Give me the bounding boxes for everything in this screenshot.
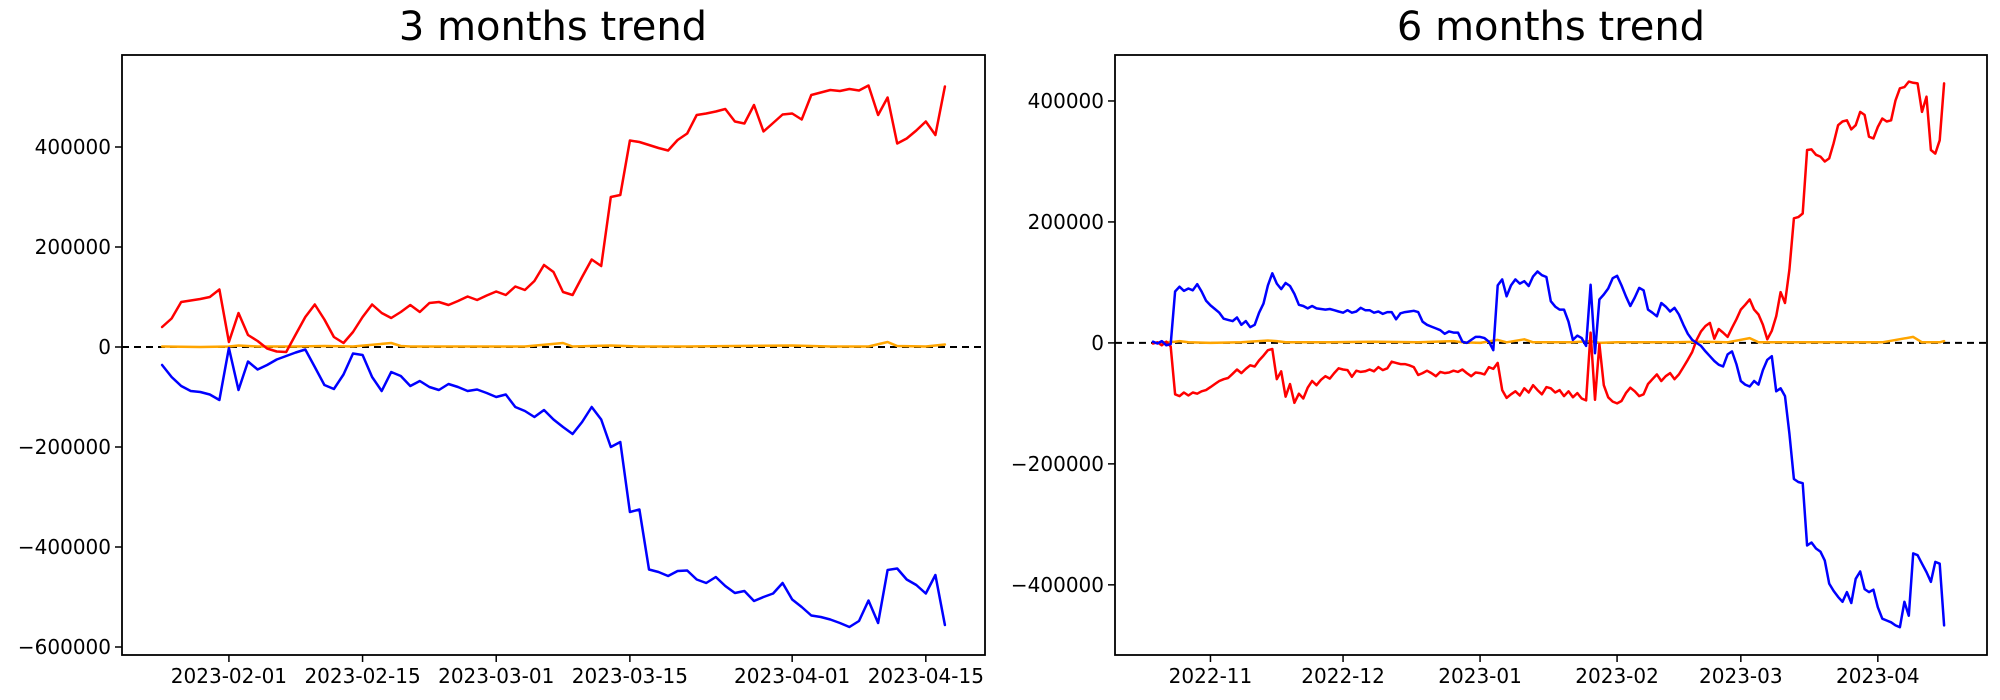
y-axis-tick-label: 0	[98, 335, 111, 359]
y-axis-tick-label: 200000	[1028, 210, 1104, 234]
x-axis-tick-label: 2022-12	[1301, 664, 1385, 688]
chart-title-3-months: 3 months trend	[399, 4, 707, 50]
plot-area-6-months: 400000 200000 0 −200000 −400000 2022-11 2022-1…	[1011, 54, 1988, 688]
plot-border	[1114, 54, 1988, 656]
x-axis-tick-label: 2023-01	[1438, 664, 1522, 688]
y-axis-tick-label: −200000	[1011, 452, 1104, 476]
short-series-line	[1151, 270, 1946, 629]
y-axis-tick-label: −600000	[18, 635, 111, 659]
x-axis-tick-label: 2023-04	[1836, 664, 1920, 688]
x-axis-tick-label: 2023-03-01	[438, 664, 554, 688]
y-axis-tick-label: −200000	[18, 435, 111, 459]
y-axis-tick-label: 0	[1091, 331, 1104, 355]
x-axis-tick-label: 2023-04-15	[868, 664, 984, 688]
neutral-series-line	[1151, 335, 1946, 345]
long-series-line	[160, 84, 947, 354]
neutral-series-line	[160, 340, 947, 349]
chart-title-6-months: 6 months trend	[1397, 4, 1705, 50]
y-axis-tick-label: 400000	[1028, 89, 1104, 113]
short-series-line	[160, 346, 947, 629]
chart-3-months-trend: 3 months trend 400000 200000 0 −200000 −4000…	[18, 4, 986, 688]
plot-area-3-months: 400000 200000 0 −200000 −400000 −600000 2023-0…	[18, 54, 986, 688]
chart-6-months-trend: 6 months trend 400000 200000 0 −200000 −4000…	[1011, 4, 1988, 688]
plot-border	[121, 54, 986, 656]
x-axis-tick-label: 2023-02-01	[171, 664, 287, 688]
x-axis-tick-label: 2023-04-01	[734, 664, 850, 688]
x-axis-tick-label: 2023-03-15	[572, 664, 688, 688]
x-axis-tick-label: 2023-03	[1699, 664, 1783, 688]
long-series-line	[1151, 80, 1946, 405]
x-axis-tick-label: 2023-02-15	[304, 664, 420, 688]
y-axis-tick-label: −400000	[18, 535, 111, 559]
x-axis-tick-label: 2022-11	[1169, 664, 1253, 688]
x-axis-tick-label: 2023-02	[1575, 664, 1659, 688]
y-axis-tick-label: 400000	[35, 135, 111, 159]
y-axis-tick-label: −400000	[1011, 573, 1104, 597]
y-axis-tick-label: 200000	[35, 235, 111, 259]
